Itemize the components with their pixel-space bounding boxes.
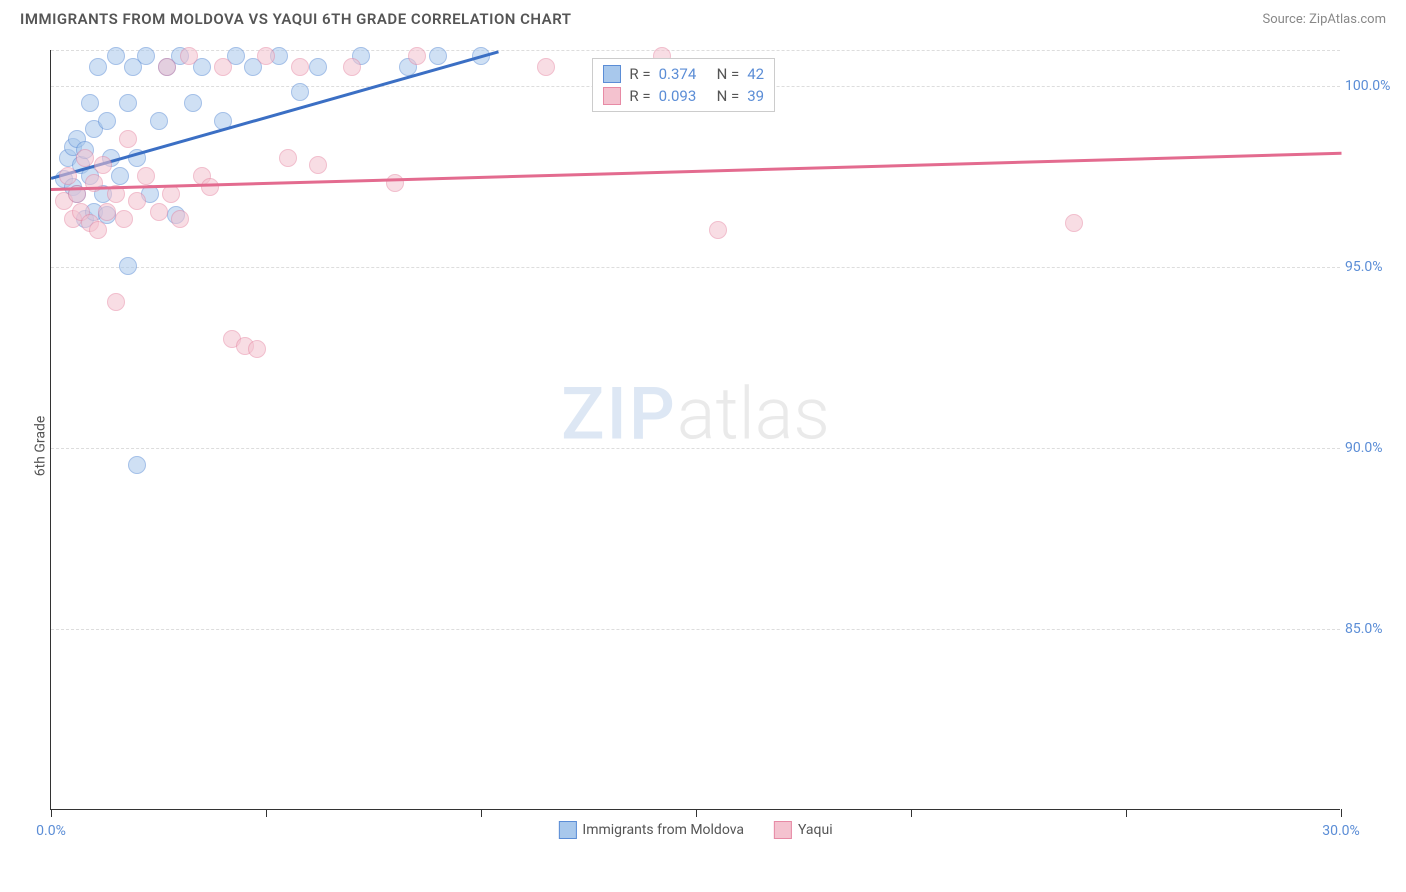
data-point: [343, 58, 361, 76]
chart-source: Source: ZipAtlas.com: [1262, 12, 1386, 27]
data-point: [184, 94, 202, 112]
series-legend: Immigrants from Moldova Yaqui: [558, 821, 832, 839]
data-point: [128, 456, 146, 474]
data-point: [150, 203, 168, 221]
scatter-chart: ZIPatlas 85.0%90.0%95.0%100.0%0.0%30.0%R…: [50, 50, 1340, 810]
data-point: [94, 156, 112, 174]
gridline: [51, 629, 1340, 630]
legend-r-value: 0.374: [659, 65, 709, 83]
data-point: [162, 185, 180, 203]
data-point: [408, 47, 426, 65]
legend-item: Immigrants from Moldova: [558, 821, 744, 839]
data-point: [386, 174, 404, 192]
correlation-legend: R = 0.374 N = 42 R = 0.093 N = 39: [592, 58, 775, 112]
legend-n-label: N =: [717, 65, 740, 83]
gridline: [51, 448, 1340, 449]
y-tick-label: 100.0%: [1345, 78, 1400, 94]
legend-swatch: [774, 821, 792, 839]
x-tick-label: 30.0%: [1322, 823, 1360, 839]
data-point: [98, 203, 116, 221]
data-point: [107, 293, 125, 311]
data-point: [1065, 214, 1083, 232]
watermark: ZIPatlas: [561, 372, 830, 457]
data-point: [537, 58, 555, 76]
data-point: [89, 58, 107, 76]
y-tick-label: 95.0%: [1345, 259, 1400, 275]
data-point: [309, 58, 327, 76]
watermark-part1: ZIP: [561, 372, 677, 457]
data-point: [279, 149, 297, 167]
x-tick: [51, 809, 52, 817]
data-point: [257, 47, 275, 65]
watermark-part2: atlas: [677, 372, 830, 457]
legend-r-label: R =: [629, 87, 650, 105]
data-point: [158, 58, 176, 76]
data-point: [81, 94, 99, 112]
legend-swatch: [558, 821, 576, 839]
data-point: [180, 47, 198, 65]
legend-label: Immigrants from Moldova: [582, 822, 744, 838]
data-point: [709, 221, 727, 239]
legend-r-value: 0.093: [659, 87, 709, 105]
legend-swatch: [603, 65, 621, 83]
data-point: [171, 210, 189, 228]
y-tick-label: 85.0%: [1345, 621, 1400, 637]
y-axis-label: 6th Grade: [32, 416, 48, 477]
data-point: [137, 47, 155, 65]
trend-line: [51, 151, 1341, 190]
y-tick-label: 90.0%: [1345, 440, 1400, 456]
legend-swatch: [603, 87, 621, 105]
data-point: [107, 47, 125, 65]
data-point: [98, 112, 116, 130]
data-point: [150, 112, 168, 130]
data-point: [248, 340, 266, 358]
data-point: [137, 167, 155, 185]
data-point: [291, 83, 309, 101]
data-point: [59, 167, 77, 185]
data-point: [128, 192, 146, 210]
x-tick: [266, 809, 267, 817]
x-tick: [481, 809, 482, 817]
data-point: [429, 47, 447, 65]
chart-header: IMMIGRANTS FROM MOLDOVA VS YAQUI 6TH GRA…: [0, 0, 1406, 33]
data-point: [111, 167, 129, 185]
data-point: [115, 210, 133, 228]
x-tick-label: 0.0%: [36, 823, 66, 839]
legend-row: R = 0.093 N = 39: [603, 85, 764, 107]
x-tick: [696, 809, 697, 817]
data-point: [214, 58, 232, 76]
gridline: [51, 50, 1340, 51]
x-tick: [1126, 809, 1127, 817]
legend-n-value: 39: [747, 87, 764, 105]
legend-item: Yaqui: [774, 821, 833, 839]
data-point: [89, 221, 107, 239]
data-point: [119, 94, 137, 112]
legend-label: Yaqui: [798, 822, 833, 838]
x-tick: [1341, 809, 1342, 817]
trend-line: [51, 50, 499, 179]
data-point: [119, 130, 137, 148]
data-point: [119, 257, 137, 275]
x-tick: [911, 809, 912, 817]
legend-n-value: 42: [747, 65, 764, 83]
legend-row: R = 0.374 N = 42: [603, 63, 764, 85]
data-point: [76, 149, 94, 167]
legend-n-label: N =: [717, 87, 740, 105]
data-point: [291, 58, 309, 76]
gridline: [51, 267, 1340, 268]
legend-r-label: R =: [629, 65, 650, 83]
chart-title: IMMIGRANTS FROM MOLDOVA VS YAQUI 6TH GRA…: [20, 10, 571, 28]
data-point: [309, 156, 327, 174]
data-point: [201, 178, 219, 196]
